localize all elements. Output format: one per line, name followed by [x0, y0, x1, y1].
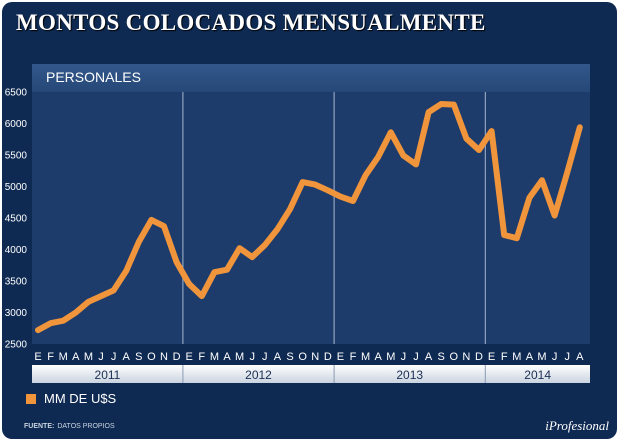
y-tick-label: 3000 — [5, 308, 28, 319]
x-tick-label: S — [438, 351, 445, 363]
x-tick-label: D — [475, 351, 483, 363]
y-tick-label: 4500 — [5, 214, 28, 225]
x-tick-label: O — [450, 351, 459, 363]
x-tick-label: J — [552, 351, 558, 363]
year-label: 2011 — [95, 368, 121, 382]
chart-panel: MONTOS COLOCADOS MENSUALMENTE PERSONALES… — [2, 2, 617, 439]
legend-label: MM DE U$S — [44, 391, 117, 406]
x-tick-label: O — [147, 351, 156, 363]
x-tick-label: M — [59, 351, 68, 363]
y-tick-label: 3500 — [5, 277, 28, 288]
x-tick-label: N — [160, 351, 168, 363]
x-tick-label: N — [311, 351, 319, 363]
x-tick-label: F — [501, 351, 508, 363]
x-tick-label: A — [72, 351, 80, 363]
x-tick-label: M — [361, 351, 370, 363]
plot-area — [32, 92, 590, 344]
x-tick-label: J — [98, 351, 104, 363]
x-tick-label: M — [512, 351, 521, 363]
year-label: 2014 — [524, 368, 551, 382]
x-tick-label: N — [462, 351, 470, 363]
x-tick-label: A — [375, 351, 383, 363]
source-note: FUENTE: DATOS PROPIOS — [24, 423, 115, 430]
x-tick-label: F — [47, 351, 54, 363]
x-tick-label: D — [324, 351, 332, 363]
year-label: 2013 — [396, 368, 423, 382]
y-tick-label: 2500 — [5, 340, 28, 351]
x-tick-label: M — [235, 351, 244, 363]
x-tick-label: A — [123, 351, 131, 363]
x-tick-label: A — [576, 351, 584, 363]
year-label: 2012 — [245, 368, 272, 382]
y-tick-label: 5000 — [5, 182, 28, 193]
x-tick-label: A — [223, 351, 231, 363]
x-tick-label: M — [386, 351, 395, 363]
x-tick-label: O — [298, 351, 307, 363]
year-band — [32, 365, 590, 383]
x-tick-label: J — [262, 351, 268, 363]
source-label: FUENTE: — [24, 423, 55, 430]
chart-svg: 2011 2012 2013 2014 2500 3000 3500 4000 4500 5000… — [5, 88, 584, 383]
y-tick-label: 6000 — [5, 119, 28, 130]
y-tick-label: 6500 — [5, 88, 28, 99]
x-tick-label: A — [274, 351, 282, 363]
x-tick-label: D — [173, 351, 181, 363]
x-tick-label: E — [488, 351, 495, 363]
x-tick-label: E — [337, 351, 344, 363]
x-tick-label: J — [249, 351, 255, 363]
x-tick-label: E — [186, 351, 193, 363]
x-tick-label: J — [401, 351, 407, 363]
chart-subtitle: PERSONALES — [46, 69, 141, 85]
x-tick-label: F — [198, 351, 205, 363]
x-tick-label: M — [537, 351, 546, 363]
x-tick-label: A — [425, 351, 433, 363]
y-tick-label: 5500 — [5, 151, 28, 162]
x-tick-label: E — [34, 351, 41, 363]
x-tick-label: J — [564, 351, 570, 363]
legend-swatch — [26, 394, 36, 404]
x-tick-label: M — [84, 351, 93, 363]
chart-title: MONTOS COLOCADOS MENSUALMENTE — [16, 10, 486, 35]
x-tick-label: F — [350, 351, 357, 363]
x-tick-label: J — [413, 351, 419, 363]
subtitle-band: PERSONALES — [32, 64, 590, 92]
y-tick-label: 4000 — [5, 245, 28, 256]
x-tick-label: S — [286, 351, 293, 363]
brand-logo: iProfesional — [545, 418, 609, 433]
x-tick-label: A — [526, 351, 534, 363]
x-tick-label: M — [210, 351, 219, 363]
x-tick-label: S — [135, 351, 142, 363]
series-line — [35, 101, 583, 334]
x-tick-label: J — [111, 351, 117, 363]
source-text: DATOS PROPIOS — [57, 423, 115, 430]
